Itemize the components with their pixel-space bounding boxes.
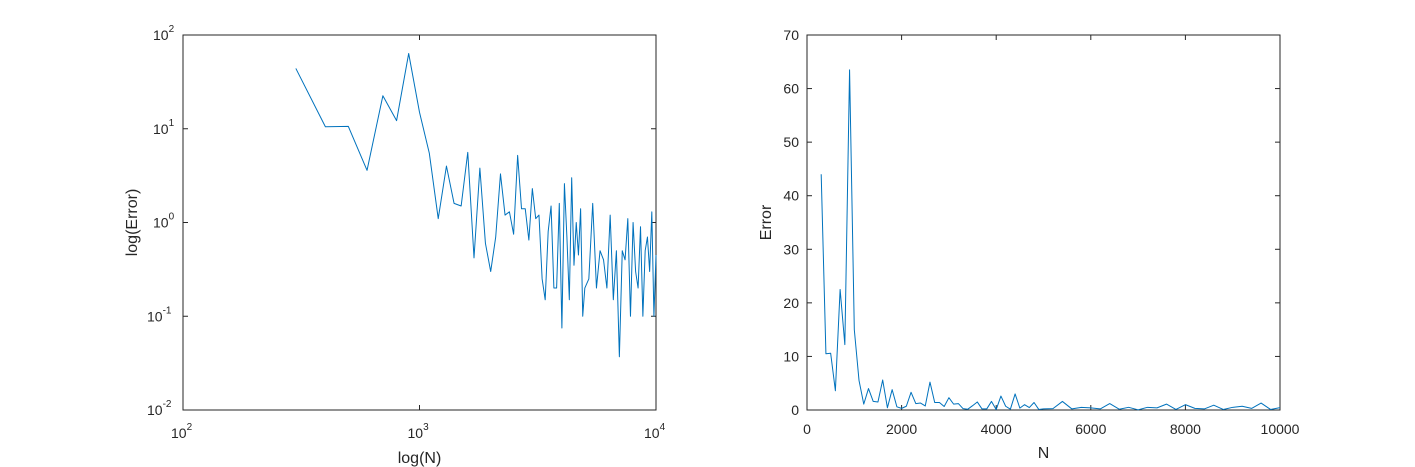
- loglog-ylabel: log(Error): [124, 189, 141, 257]
- y-tick-label: 40: [783, 188, 799, 204]
- y-tick-label: 50: [783, 134, 799, 150]
- x-tick-label: 6000: [1075, 421, 1106, 437]
- x-tick-label: 10000: [1261, 421, 1300, 437]
- y-tick-label: 30: [783, 241, 799, 257]
- series-line: [820, 69, 1281, 411]
- y-tick-label: 0: [791, 402, 799, 418]
- y-tick-label: 10-2: [147, 399, 172, 418]
- linear-ticks: 0 2000 4000 6000 8000 10000 0 10 20 30 40 50 60 70: [783, 27, 1299, 437]
- loglog-ticks: 102 103 104 10-2 10-1 100 101 102: [147, 24, 666, 441]
- loglog-plot-area: [182, 34, 657, 411]
- linear-ylabel: Error: [758, 204, 775, 240]
- y-tick-label: 100: [153, 212, 175, 231]
- y-tick-label: 20: [783, 295, 799, 311]
- y-tick-label: 60: [783, 81, 799, 97]
- x-tick-label: 0: [803, 421, 811, 437]
- x-tick-label: 102: [171, 422, 193, 441]
- loglog-series: [295, 52, 657, 358]
- y-tick-label: 70: [783, 27, 799, 43]
- x-tick-label: 8000: [1170, 421, 1201, 437]
- y-tick-label: 102: [153, 24, 175, 43]
- linear-xlabel: N: [1038, 445, 1050, 462]
- loglog-chart: 102 103 104 10-2 10-1 100 101 102 log(N) log(Er…: [124, 24, 666, 467]
- x-tick-label: 2000: [886, 421, 917, 437]
- linear-series: [820, 69, 1281, 411]
- linear-plot-area: [806, 34, 1281, 411]
- loglog-xlabel: log(N): [398, 450, 442, 467]
- series-line: [295, 52, 657, 358]
- y-tick-label: 10-1: [147, 305, 172, 324]
- x-tick-label: 4000: [981, 421, 1012, 437]
- y-tick-label: 10: [783, 348, 799, 364]
- y-tick-label: 101: [153, 118, 175, 137]
- x-tick-label: 104: [644, 422, 666, 441]
- x-tick-label: 103: [408, 422, 430, 441]
